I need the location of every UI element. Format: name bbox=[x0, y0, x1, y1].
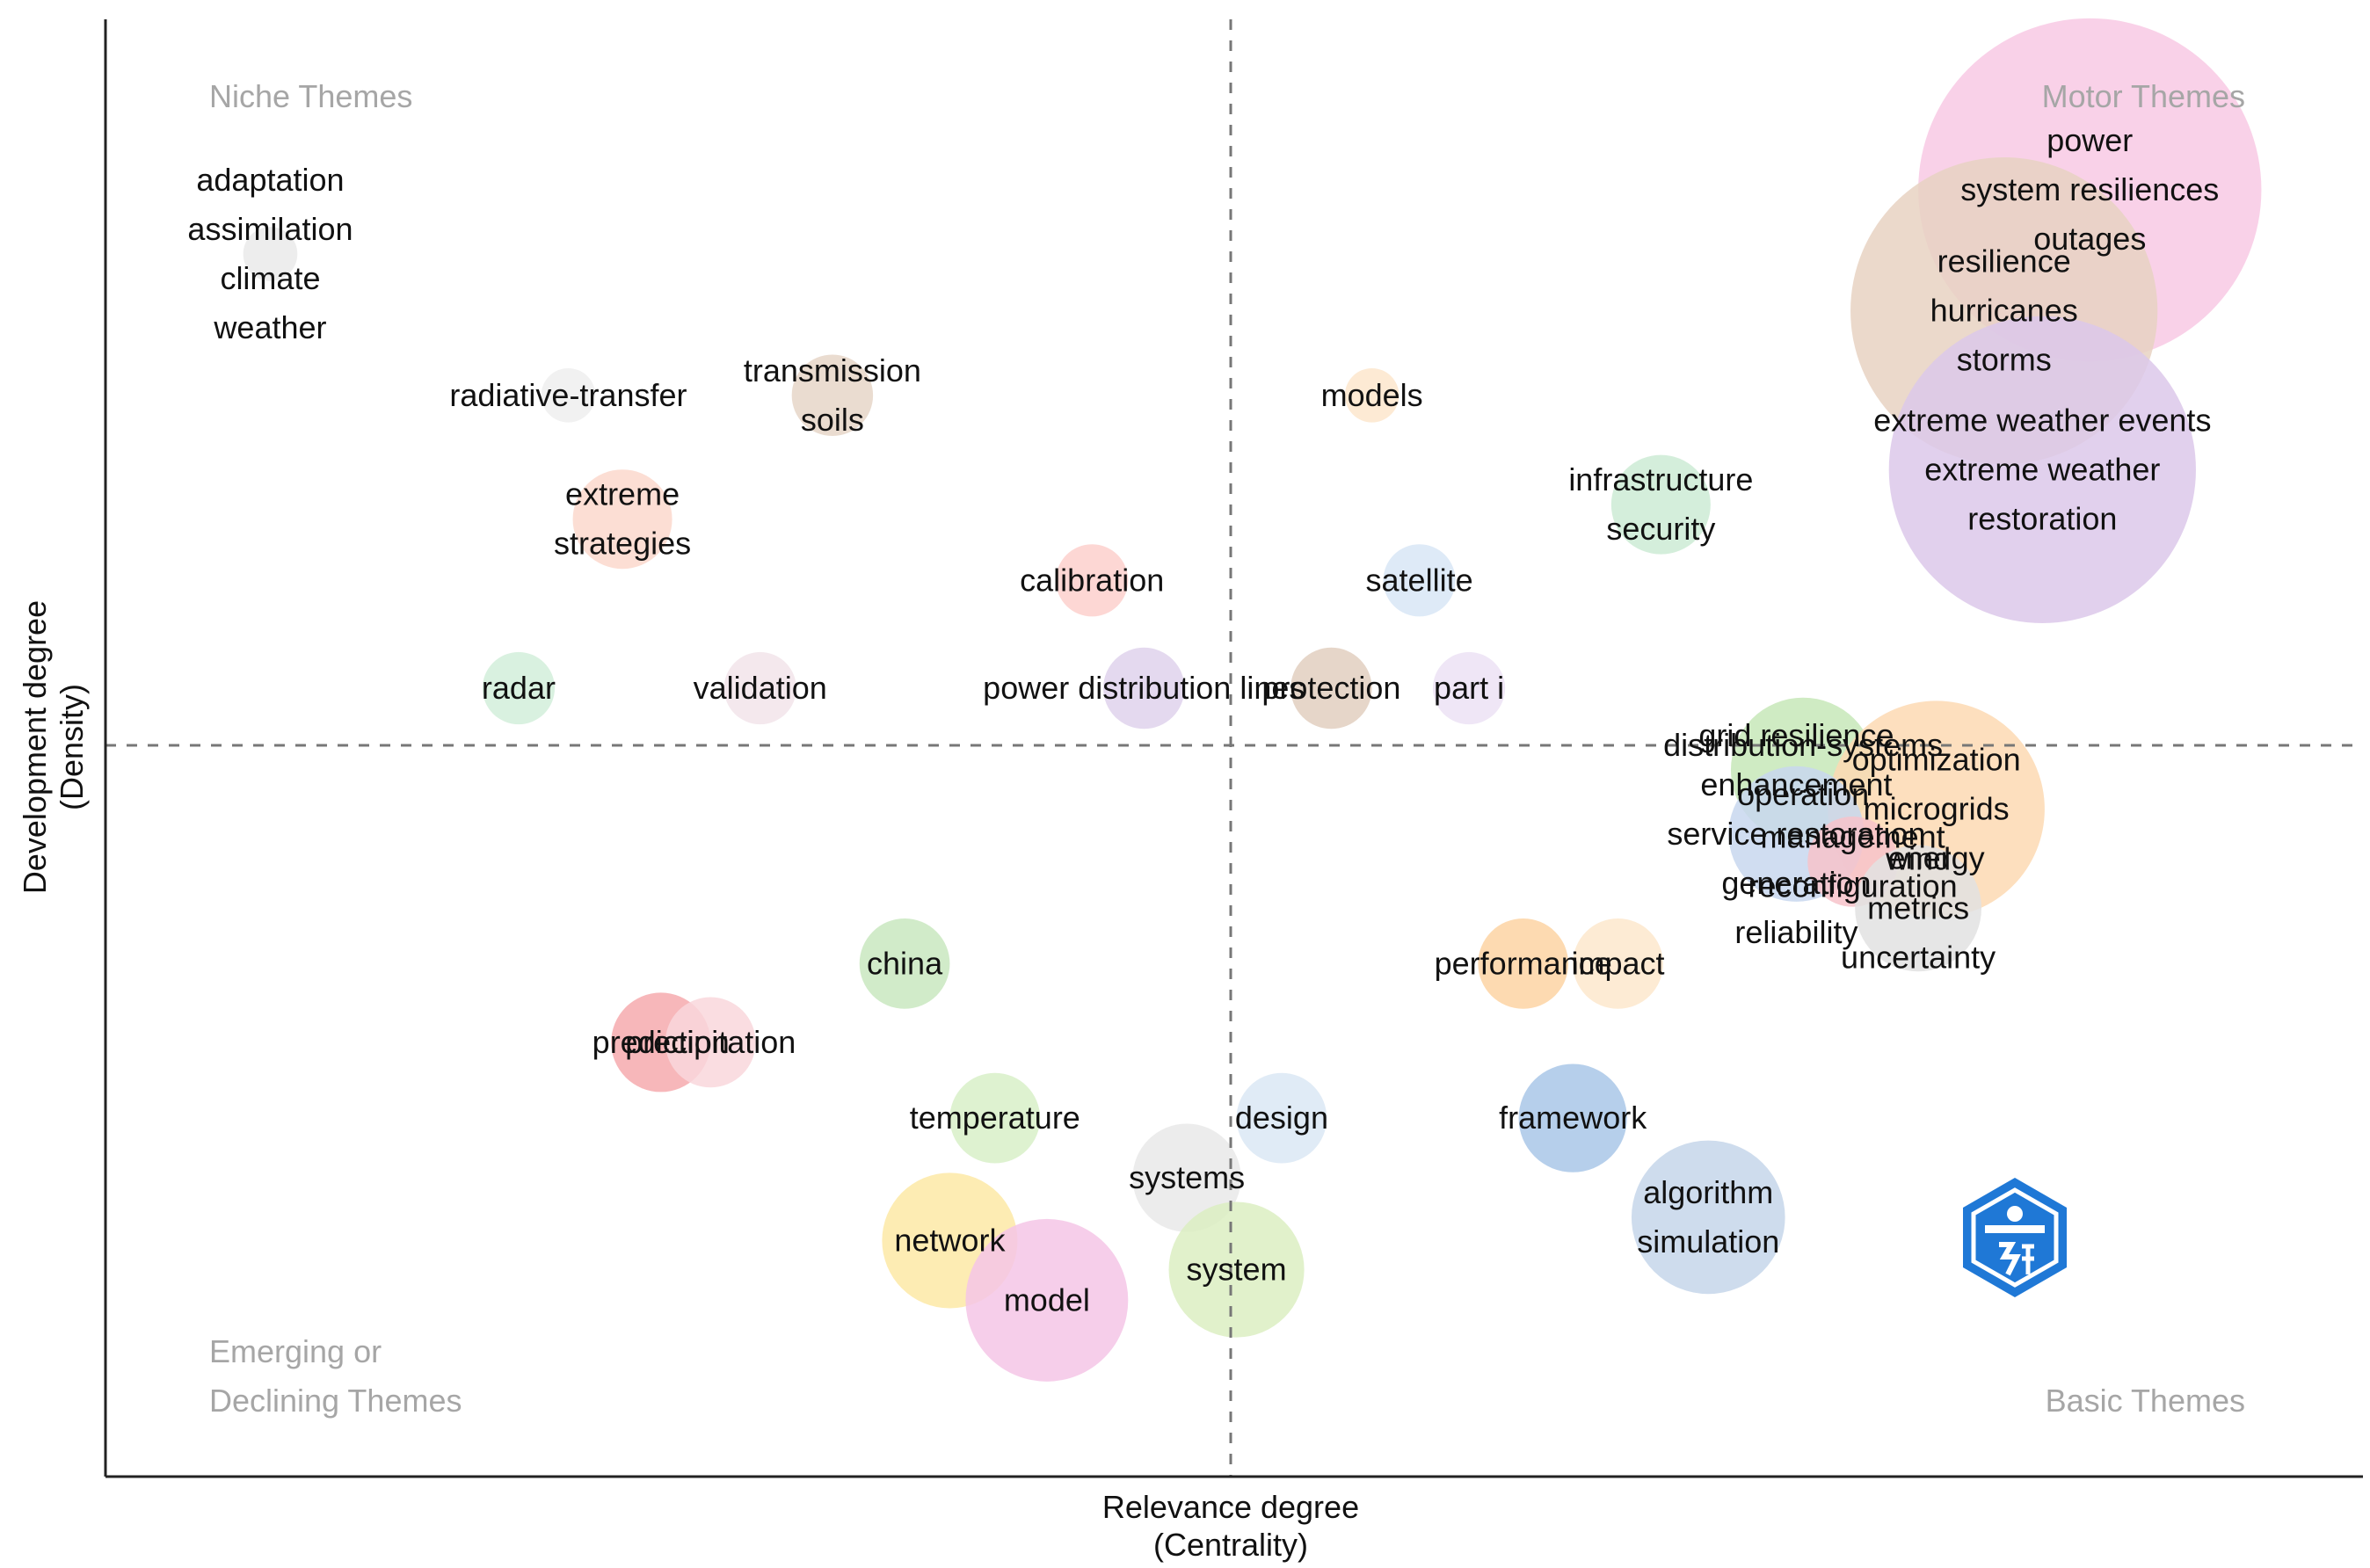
cluster-label-32-0: system bbox=[1187, 1252, 1287, 1288]
cluster-label-0-1: system resiliences bbox=[1960, 171, 2219, 207]
cluster-bubble-21 bbox=[859, 918, 950, 1009]
cluster-bubble-6 bbox=[1344, 367, 1399, 423]
cluster-label-16-1: operation bbox=[1737, 776, 1869, 812]
cluster-bubble-15 bbox=[1432, 651, 1506, 725]
cluster-bubble-9 bbox=[1056, 544, 1129, 617]
cluster-bubble-20 bbox=[1855, 845, 1982, 972]
cluster-label-18-4: reliability bbox=[1734, 914, 1857, 950]
cluster-bubble-14 bbox=[1290, 647, 1372, 730]
cluster-label-21-0: china bbox=[867, 945, 943, 981]
cluster-bubble-28 bbox=[1518, 1063, 1627, 1172]
quadrant-label-motor: Motor Themes bbox=[2042, 78, 2245, 114]
cluster-label-19-0: management bbox=[1761, 818, 1945, 854]
x-axis-title-line1: Relevance degree bbox=[1102, 1489, 1359, 1525]
cluster-bubble-4 bbox=[541, 367, 596, 423]
cluster-bubble-22 bbox=[1478, 918, 1569, 1009]
cluster-bubble-3 bbox=[243, 227, 298, 281]
cluster-labels: power system resiliences outagesresilience… bbox=[187, 122, 2219, 1318]
cluster-bubble-7 bbox=[1610, 454, 1711, 555]
cluster-label-18-0: grid resilience bbox=[1698, 717, 1894, 753]
y-axis-title-line2: (Density) bbox=[54, 684, 90, 810]
y-axis-title-line1: Development degree bbox=[17, 600, 53, 894]
x-axis-title-line2: (Centrality) bbox=[1153, 1527, 1308, 1563]
cluster-bubble-33 bbox=[965, 1218, 1129, 1382]
quadrant-label-emerging-line2: Declining Themes bbox=[209, 1383, 462, 1419]
cluster-label-26-0: temperature bbox=[910, 1100, 1080, 1136]
cluster-label-2-0: extreme weather events bbox=[1873, 402, 2211, 438]
cluster-label-13-0: power distribution lines bbox=[983, 670, 1305, 706]
cluster-label-6-0: models bbox=[1321, 377, 1423, 413]
cluster-label-28-0: framework bbox=[1499, 1100, 1647, 1136]
cluster-bubble-10 bbox=[1383, 544, 1456, 617]
cluster-bubble-23 bbox=[1573, 918, 1663, 1009]
cluster-label-20-0: wind bbox=[1885, 840, 1951, 876]
cluster-label-24-0: prediction bbox=[592, 1024, 730, 1060]
cluster-label-3-3: weather bbox=[213, 309, 326, 345]
cluster-bubble-5 bbox=[791, 354, 874, 436]
cluster-label-11-0: radar bbox=[482, 670, 556, 706]
cluster-label-20-2: uncertainty bbox=[1841, 939, 1996, 975]
cluster-label-15-0: part i bbox=[1434, 670, 1504, 706]
cluster-label-1-1: hurricanes bbox=[1930, 293, 2078, 329]
cluster-bubbles bbox=[243, 18, 2262, 1382]
cluster-label-18-3: generation bbox=[1721, 865, 1871, 901]
cluster-label-3-0: adaptation bbox=[196, 162, 344, 198]
cluster-label-2-2: restoration bbox=[1967, 500, 2117, 536]
cluster-label-30-1: simulation bbox=[1637, 1223, 1779, 1259]
cluster-label-17-0: optimization bbox=[1852, 742, 2021, 778]
cluster-label-25-0: precipitation bbox=[625, 1024, 796, 1060]
cluster-label-31-0: network bbox=[894, 1222, 1006, 1258]
cluster-label-1-2: storms bbox=[1957, 342, 2052, 378]
cluster-label-3-1: assimilation bbox=[187, 211, 353, 247]
cluster-label-29-0: systems bbox=[1129, 1159, 1245, 1195]
cluster-label-27-0: design bbox=[1235, 1100, 1328, 1136]
cluster-label-18-2: service restoration bbox=[1667, 816, 1925, 852]
cluster-bubble-13 bbox=[1103, 647, 1185, 730]
cluster-label-17-1: microgrids bbox=[1864, 791, 2010, 827]
cluster-label-20-1: metrics bbox=[1867, 889, 1969, 926]
cluster-bubble-27 bbox=[1236, 1072, 1327, 1164]
cluster-label-33-0: model bbox=[1004, 1281, 1090, 1318]
cluster-bubble-8 bbox=[572, 469, 672, 570]
cluster-label-8-0: extreme bbox=[565, 476, 680, 512]
cluster-label-18-1: enhancement bbox=[1700, 766, 1892, 802]
cluster-label-0-0: power bbox=[2046, 122, 2133, 158]
cluster-label-8-1: strategies bbox=[554, 526, 691, 562]
cluster-label-7-0: infrastructure bbox=[1568, 461, 1753, 497]
quadrant-label-basic: Basic Themes bbox=[2046, 1383, 2245, 1419]
shield-logo-icon bbox=[1963, 1178, 2067, 1297]
cluster-label-12-0: validation bbox=[694, 670, 827, 706]
cluster-label-7-1: security bbox=[1606, 511, 1715, 547]
cluster-bubble-11 bbox=[482, 651, 556, 725]
cluster-label-19-1: reconfiguration bbox=[1748, 867, 1958, 904]
cluster-label-17-2: energy bbox=[1888, 840, 1985, 876]
cluster-bubble-26 bbox=[949, 1072, 1041, 1164]
cluster-label-23-0: impact bbox=[1572, 945, 1665, 981]
cluster-label-4-0: radiative-transfer bbox=[449, 377, 687, 413]
cluster-label-5-1: soils bbox=[801, 402, 864, 438]
cluster-label-3-2: climate bbox=[220, 260, 320, 296]
quadrant-label-niche: Niche Themes bbox=[209, 78, 412, 114]
cluster-label-0-2: outages bbox=[2033, 221, 2146, 257]
cluster-bubble-12 bbox=[723, 651, 796, 725]
cluster-label-9-0: calibration bbox=[1020, 562, 1164, 598]
cluster-bubble-32 bbox=[1168, 1201, 1305, 1338]
cluster-bubble-25 bbox=[665, 997, 756, 1088]
cluster-label-22-0: performance bbox=[1435, 945, 1612, 981]
cluster-label-16-0: distribution-systems bbox=[1663, 727, 1943, 763]
cluster-label-14-0: protection bbox=[1261, 670, 1400, 706]
cluster-bubble-2 bbox=[1888, 316, 2196, 623]
cluster-bubble-29 bbox=[1132, 1123, 1241, 1232]
cluster-label-30-0: algorithm bbox=[1643, 1174, 1773, 1210]
cluster-label-10-0: satellite bbox=[1366, 562, 1473, 598]
cluster-bubble-30 bbox=[1631, 1140, 1785, 1295]
cluster-label-2-1: extreme weather bbox=[1924, 451, 2160, 487]
cluster-label-5-0: transmission bbox=[744, 352, 921, 388]
cluster-label-1-0: resilience bbox=[1937, 243, 2071, 279]
quadrant-label-emerging-line1: Emerging or bbox=[209, 1333, 382, 1369]
